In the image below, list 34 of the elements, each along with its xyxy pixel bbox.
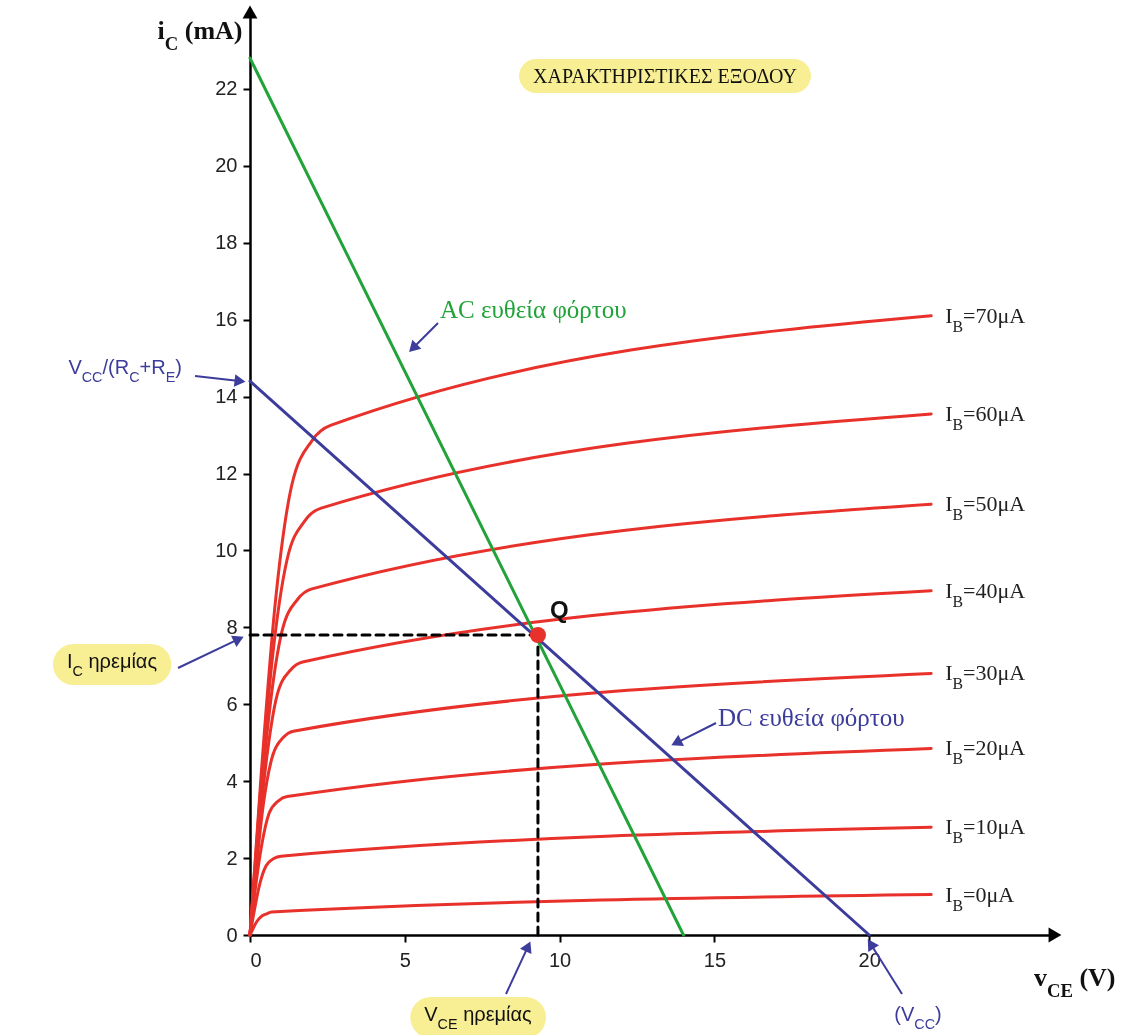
y-axis-title: i$_{C}$ (mA) [157,15,243,53]
text: (V$_{CC}$) [894,1003,942,1032]
y-tick-label: 6 [226,692,238,715]
y-tick-label: 2 [226,846,238,869]
annotation: Q [549,596,569,624]
series-label: I$_{B}$=0μA [945,881,1015,914]
text: V$_{CC}$/(R$_{C}$+R$_{E}$) [68,356,182,385]
y-tick-label: 22 [215,77,238,100]
y-tick-label: 0 [226,923,238,946]
x-tick-label: 10 [548,948,572,971]
series-label: I$_{B}$=20μA [945,735,1026,767]
x-tick-label: 5 [399,948,411,971]
y-tick-label: 8 [226,615,238,638]
text: I$_{C}$ ηρεμίας [66,650,158,679]
series-label: I$_{B}$=50μA [945,491,1026,523]
text: ΧΑΡΑΚΤΗΡΙΣΤΙΚΕΣ ΕΞΟΔΟΥ [533,65,797,87]
series-label: I$_{B}$=10μA [945,814,1026,846]
y-tick-label: 20 [215,154,238,177]
series-label: I$_{B}$=40μA [945,577,1026,610]
annotation: AC ευθεία φόρτου [440,296,627,323]
series-label: I$_{B}$=70μA [945,302,1026,335]
x-axis-title: v$_{CE}$ (V) [1033,962,1116,1000]
x-tick-label: 0 [250,948,262,971]
y-tick-label: 16 [215,308,238,331]
y-tick-label: 4 [226,769,238,792]
annotation: DC ευθεία φόρτου [718,704,905,731]
y-tick-label: 10 [215,538,238,561]
x-tick-label: 15 [703,948,727,971]
series-label: I$_{B}$=60μA [945,400,1026,433]
y-tick-label: 12 [215,462,238,484]
text: V$_{CE}$ ηρεμίας [424,1003,533,1032]
y-tick-label: 14 [215,385,238,408]
y-tick-label: 18 [215,231,238,254]
series-label: I$_{B}$=30μA [945,660,1026,692]
